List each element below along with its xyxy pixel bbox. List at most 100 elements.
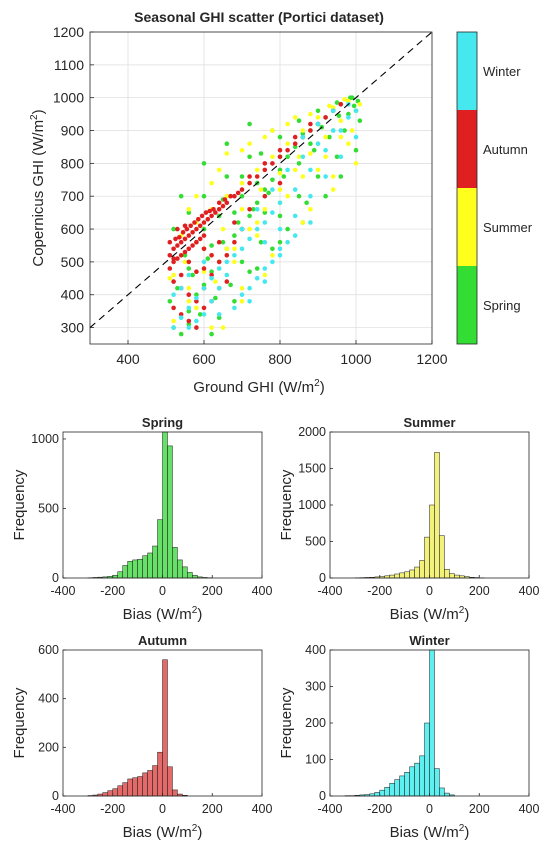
- autumn-bar-12: [148, 770, 153, 796]
- scatter-point-summer-40: [217, 168, 222, 173]
- scatter-point-winter-30: [278, 247, 283, 252]
- spring-y-label: Frequency: [11, 469, 28, 540]
- summer-y-tick-2000: 2000: [298, 425, 326, 439]
- scatter-point-autumn-77: [278, 148, 283, 153]
- scatter-point-autumn-17: [240, 187, 245, 192]
- scatter-point-autumn-79: [308, 122, 313, 127]
- scatter-point-autumn-39: [198, 237, 203, 242]
- spring-title: Spring: [142, 415, 183, 430]
- scatter-point-spring-60: [213, 296, 218, 301]
- scatter-point-spring-80: [225, 141, 230, 146]
- scatter-point-autumn-6: [190, 230, 195, 235]
- scatter-point-autumn-75: [247, 174, 252, 179]
- scatter-point-autumn-38: [194, 240, 199, 245]
- scatter-point-winter-45: [285, 168, 290, 173]
- scatter-point-spring-63: [209, 332, 214, 337]
- scatter-point-spring-74: [225, 174, 230, 179]
- scatter-point-summer-45: [327, 104, 332, 109]
- summer-bar-8: [395, 574, 400, 578]
- autumn-x-tick--200: -200: [100, 802, 125, 816]
- scatter-point-autumn-88: [263, 194, 268, 199]
- spring-x-label-main: Bias (W/m: [123, 606, 192, 623]
- scatter-point-winter-11: [255, 227, 260, 232]
- scatter-point-autumn-53: [187, 319, 192, 324]
- scatter-point-autumn-10: [206, 217, 211, 222]
- summer-bar-19: [449, 574, 454, 578]
- scatter-point-autumn-86: [232, 220, 237, 225]
- autumn-bar-14: [158, 752, 163, 796]
- scatter-point-winter-54: [339, 155, 344, 160]
- scatter-point-autumn-80: [175, 227, 180, 232]
- spring-bar-21: [192, 575, 197, 578]
- scatter-point-spring-78: [179, 194, 184, 199]
- scatter-point-winter-51: [293, 214, 298, 219]
- autumn-bar-10: [138, 777, 143, 796]
- scatter-x-tick-600: 600: [192, 351, 216, 367]
- scatter-point-summer-69: [350, 128, 355, 133]
- summer-bar-17: [439, 536, 444, 578]
- scatter-point-autumn-43: [187, 292, 192, 297]
- scatter-point-winter-32: [209, 299, 214, 304]
- summer-bar-10: [405, 572, 410, 578]
- scatter-point-autumn-1: [171, 247, 176, 252]
- scatter-point-summer-43: [285, 122, 290, 127]
- winter-x-tick-400: 400: [519, 802, 540, 816]
- scatter-point-autumn-73: [228, 194, 233, 199]
- scatter-point-summer-58: [247, 141, 252, 146]
- scatter-point-autumn-8: [198, 224, 203, 229]
- scatter-point-summer-56: [168, 276, 173, 281]
- scatter-point-winter-44: [270, 187, 275, 192]
- scatter-point-summer-53: [221, 227, 226, 232]
- spring-x-label-end: ): [197, 606, 202, 623]
- winter-bar-14: [415, 763, 420, 796]
- scatter-point-winter-49: [263, 240, 268, 245]
- scatter-point-summer-46: [342, 97, 347, 102]
- spring-bar-9: [133, 560, 138, 578]
- spring-bar-10: [138, 559, 143, 578]
- scatter-point-summer-32: [316, 168, 321, 173]
- scatter-point-summer-52: [240, 207, 245, 212]
- winter-x-label: Bias (W/m2): [390, 823, 470, 841]
- scatter-point-winter-4: [202, 286, 207, 291]
- scatter-point-spring-8: [232, 233, 237, 238]
- scatter-point-spring-43: [259, 151, 264, 156]
- scatter-x-tick-1200: 1200: [416, 351, 447, 367]
- scatter-point-autumn-3: [179, 240, 184, 245]
- scatter-point-winter-17: [323, 148, 328, 153]
- scatter-point-autumn-59: [168, 240, 173, 245]
- scatter-point-summer-11: [339, 118, 344, 123]
- summer-bar-12: [415, 567, 420, 578]
- scatter-y-tick-700: 700: [61, 188, 85, 204]
- winter-bar-13: [410, 767, 415, 796]
- scatter-point-winter-2: [187, 306, 192, 311]
- summer-bar-9: [400, 573, 405, 578]
- scatter-point-autumn-24: [293, 141, 298, 146]
- winter-y-label: Frequency: [278, 687, 295, 758]
- scatter-point-spring-79: [202, 161, 207, 166]
- scatter-point-autumn-67: [200, 214, 205, 219]
- summer-bar-20: [454, 575, 459, 578]
- scatter-point-autumn-20: [263, 168, 268, 173]
- winter-y-tick-300: 300: [305, 680, 326, 694]
- scatter-title: Seasonal GHI scatter (Portici dataset): [134, 9, 384, 25]
- scatter-point-winter-41: [171, 292, 176, 297]
- scatter-point-autumn-23: [285, 148, 290, 153]
- autumn-y-tick-600: 600: [38, 643, 59, 657]
- autumn-y-label: Frequency: [11, 687, 28, 758]
- winter-bar-10: [395, 780, 400, 796]
- scatter-point-autumn-14: [221, 204, 226, 209]
- winter-x-label-main: Bias (W/m: [390, 824, 459, 841]
- scatter-point-spring-1: [179, 332, 184, 337]
- scatter-point-summer-60: [293, 115, 298, 120]
- colorbar-segment-summer: [457, 188, 477, 266]
- scatter-point-summer-68: [331, 174, 336, 179]
- scatter-point-spring-11: [255, 201, 260, 206]
- scatter-point-spring-56: [285, 227, 290, 232]
- scatter-point-winter-50: [278, 227, 283, 232]
- scatter-point-winter-7: [225, 260, 230, 265]
- scatter-point-winter-28: [263, 266, 268, 271]
- scatter-point-autumn-21: [270, 161, 275, 166]
- scatter-point-winter-33: [202, 312, 207, 317]
- scatter-point-winter-1: [179, 315, 184, 320]
- winter-bar-15: [420, 756, 425, 796]
